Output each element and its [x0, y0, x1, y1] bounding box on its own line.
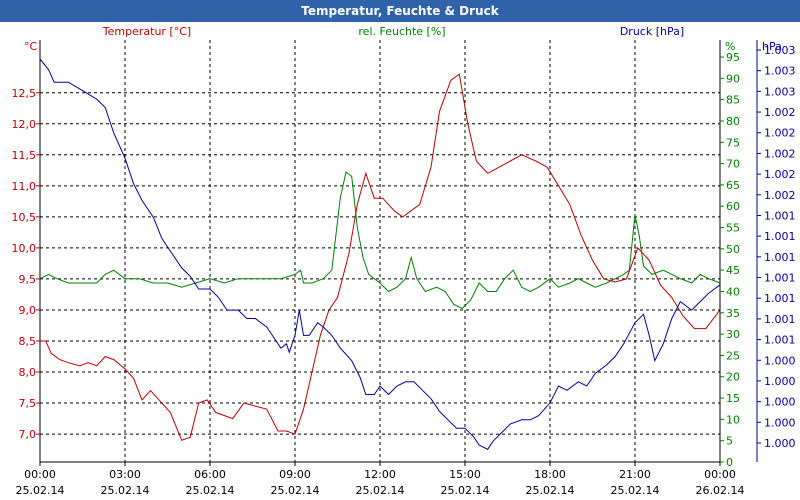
temp-tick-label: 12,0 — [12, 118, 37, 131]
press-tick-label: 1.002 — [764, 147, 796, 160]
x-tick-time-label: 21:00 — [619, 468, 651, 481]
hum-tick-label: 55 — [726, 222, 740, 235]
temp-tick-label: 8,0 — [19, 366, 37, 379]
press-tick-label: 1.000 — [764, 354, 796, 367]
hum-tick-label: 30 — [726, 328, 740, 341]
hum-tick-label: 95 — [726, 51, 740, 64]
press-series-title: Druck [hPa] — [620, 25, 684, 38]
press-tick-label: 1.003 — [764, 65, 796, 78]
temp-tick-label: 9,0 — [19, 304, 37, 317]
press-tick-label: 1.001 — [764, 230, 796, 243]
x-tick-date-label: 25.02.14 — [356, 484, 405, 497]
x-tick-date-label: 25.02.14 — [101, 484, 150, 497]
hum-tick-label: 20 — [726, 371, 740, 384]
temp-tick-label: 11,5 — [12, 149, 37, 162]
press-tick-label: 1.002 — [764, 189, 796, 202]
hum-axis-ticks: 0 5 10 15 20 25 30 35 40 45 50 55 60 65 70 75 80 85 90 95 — [720, 51, 740, 469]
x-tick-date-label: 25.02.14 — [611, 484, 660, 497]
press-tick-label: 1.001 — [764, 292, 796, 305]
series-line-press — [39, 58, 721, 450]
x-tick-date-label: 25.02.14 — [441, 484, 490, 497]
hum-tick-label: 45 — [726, 264, 740, 277]
press-tick-label: 1.001 — [764, 334, 796, 347]
hum-tick-label: 40 — [726, 285, 740, 298]
x-tick-time-label: 12:00 — [364, 468, 396, 481]
hum-series-title: rel. Feuchte [%] — [358, 25, 445, 38]
x-tick-time-label: 06:00 — [194, 468, 226, 481]
press-tick-label: 1.001 — [764, 251, 796, 264]
hum-unit-label: % — [725, 40, 735, 53]
press-tick-label: 1.002 — [764, 127, 796, 140]
x-tick-date-label: 25.02.14 — [16, 484, 65, 497]
hum-tick-label: 90 — [726, 72, 740, 85]
temp-axis-ticks: 7,0 7,5 8,0 8,5 9,0 9,5 10,0 10,5 11,0 11,5 12,0 12… — [12, 87, 40, 441]
hum-tick-label: 85 — [726, 94, 740, 107]
x-tick-time-label: 03:00 — [109, 468, 141, 481]
hum-tick-label: 50 — [726, 243, 740, 256]
hum-tick-label: 5 — [726, 435, 733, 448]
x-axis-ticks: 00:00 25.02.14 03:00 25.02.14 06:00 25.02.14 0… — [16, 462, 745, 497]
x-tick-time-label: 18:00 — [534, 468, 566, 481]
chart-title: Temperatur, Feuchte & Druck — [0, 0, 800, 22]
series-layer — [39, 58, 721, 450]
hum-tick-label: 25 — [726, 349, 740, 362]
temp-tick-label: 7,5 — [19, 397, 37, 410]
temp-tick-label: 10,5 — [12, 211, 37, 224]
press-tick-label: 1.001 — [764, 209, 796, 222]
hum-tick-label: 60 — [726, 200, 740, 213]
x-tick-date-label: 25.02.14 — [186, 484, 235, 497]
press-tick-label: 1.000 — [764, 375, 796, 388]
hum-tick-label: 75 — [726, 136, 740, 149]
temp-tick-label: 11,0 — [12, 180, 37, 193]
hum-tick-label: 10 — [726, 413, 740, 426]
hum-tick-label: 80 — [726, 115, 740, 128]
x-tick-time-label: 00:00 — [24, 468, 56, 481]
x-tick-date-label: 26.02.14 — [696, 484, 745, 497]
series-line-hum — [39, 171, 721, 310]
press-axis-ticks: 1.000 1.000 1.000 1.000 1.000 1.001 1.001 1.001… — [756, 40, 796, 462]
temp-tick-label: 10,0 — [12, 242, 37, 255]
hum-tick-label: 70 — [726, 158, 740, 171]
temp-tick-label: 7,0 — [19, 428, 37, 441]
x-tick-time-label: 09:00 — [279, 468, 311, 481]
hum-tick-label: 0 — [726, 456, 733, 469]
press-tick-label: 1.000 — [764, 416, 796, 429]
press-tick-label: 1.001 — [764, 313, 796, 326]
hum-tick-label: 35 — [726, 307, 740, 320]
x-tick-time-label: 15:00 — [449, 468, 481, 481]
press-tick-label: 1.000 — [764, 396, 796, 409]
hum-tick-label: 15 — [726, 392, 740, 405]
temp-unit-label: °C — [24, 40, 38, 53]
press-tick-label: 1.003 — [764, 85, 796, 98]
press-tick-label: 1.002 — [764, 168, 796, 181]
press-tick-label: 1.001 — [764, 272, 796, 285]
x-tick-date-label: 25.02.14 — [526, 484, 575, 497]
press-tick-label: 1.000 — [764, 437, 796, 450]
series-line-temp — [40, 73, 721, 441]
chart-area: °C Temperatur [°C] rel. Feuchte [%] Druc… — [12, 25, 796, 497]
temp-tick-label: 12,5 — [12, 87, 37, 100]
x-tick-time-label: 00:00 — [704, 468, 736, 481]
temp-series-title: Temperatur [°C] — [102, 25, 191, 38]
press-tick-label: 1.002 — [764, 106, 796, 119]
press-unit-label: hPa — [762, 40, 782, 53]
press-tick-label: 1.003 — [764, 44, 796, 57]
grid-lines — [40, 40, 720, 462]
temp-tick-label: 9,5 — [19, 273, 37, 286]
x-tick-date-label: 25.02.14 — [271, 484, 320, 497]
hum-tick-label: 65 — [726, 179, 740, 192]
temp-tick-label: 8,5 — [19, 335, 37, 348]
